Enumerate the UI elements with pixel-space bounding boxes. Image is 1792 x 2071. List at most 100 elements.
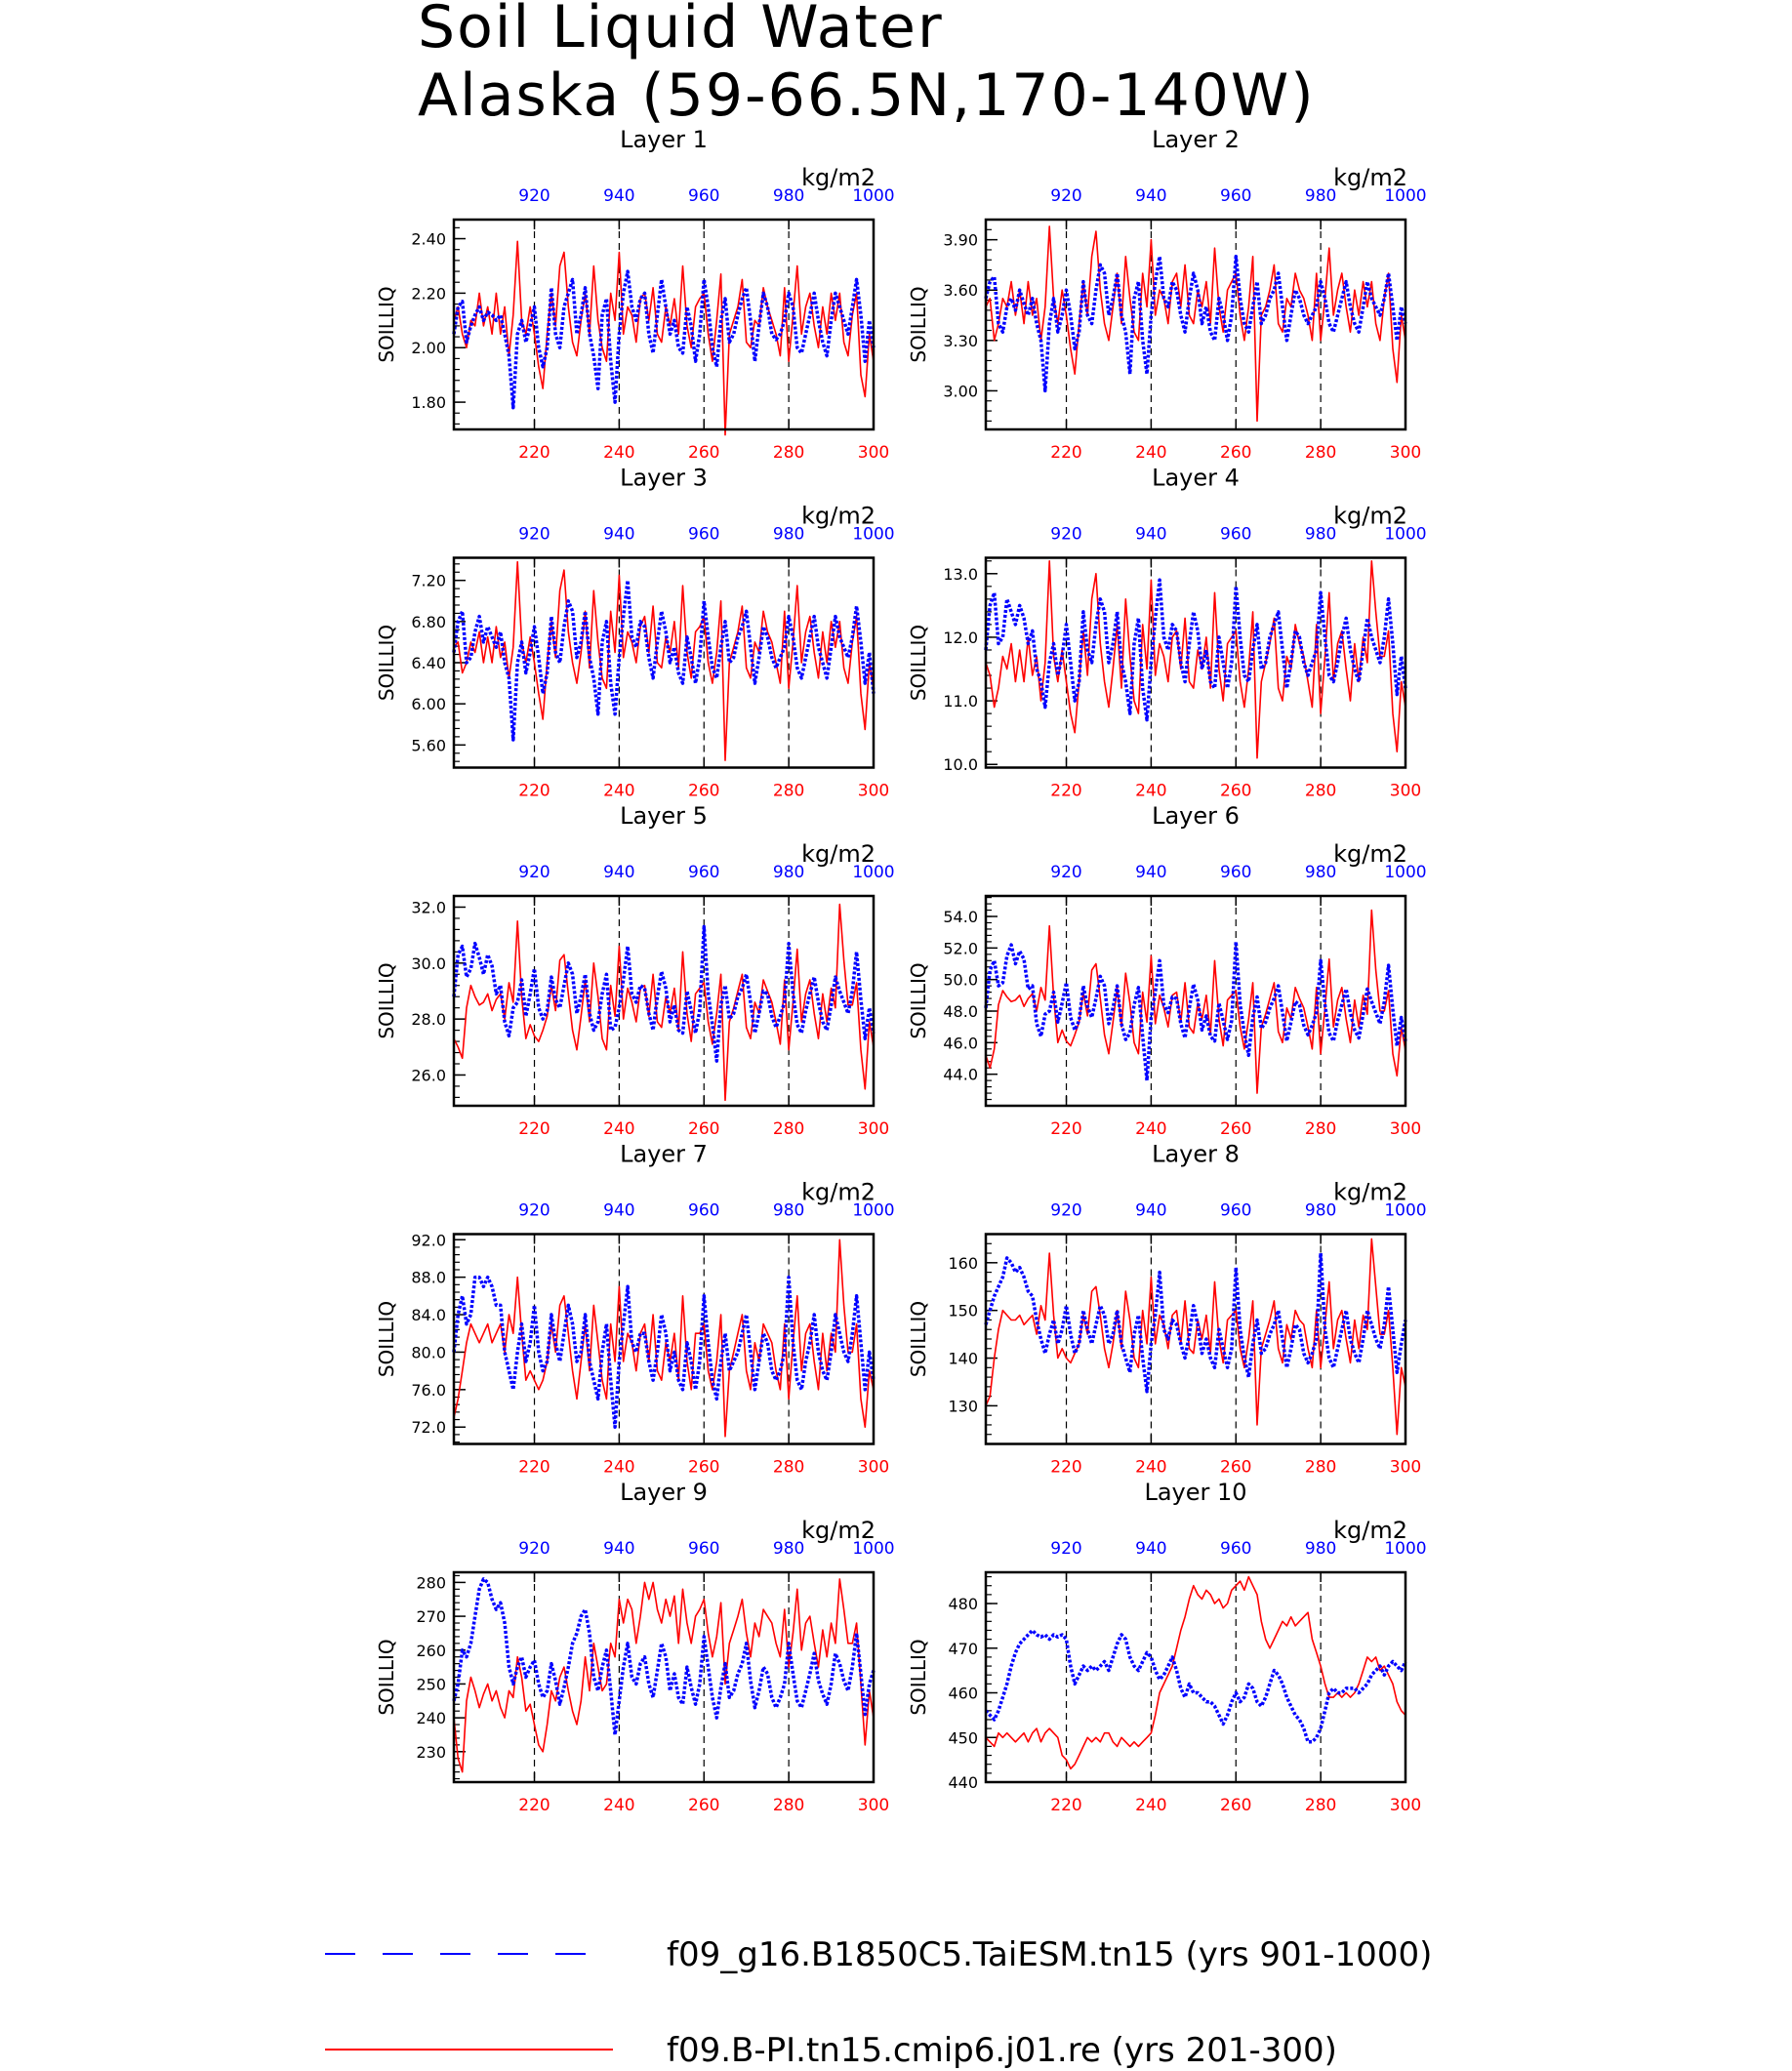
x-top-tick-label: 940 <box>603 525 634 545</box>
x-top-tick-label: 920 <box>1050 1539 1081 1559</box>
series-line-taiesm <box>984 255 1407 393</box>
y-axis-label: SOILLIQ <box>375 1301 398 1377</box>
x-top-tick-label: 980 <box>773 1201 804 1221</box>
x-bottom-tick-label: 240 <box>1135 782 1166 801</box>
y-tick-label: 7.20 <box>411 572 446 590</box>
x-top-tick-label: 1000 <box>852 1201 894 1221</box>
legend-label: f09_g16.B1850C5.TaiESM.tn15 (yrs 901-100… <box>667 1935 1432 1974</box>
series-line-cmip6 <box>453 903 875 1102</box>
x-bottom-tick-label: 260 <box>1220 782 1251 801</box>
y-tick-label: 160 <box>948 1254 978 1273</box>
y-tick-label: 3.60 <box>943 281 978 300</box>
x-bottom-tick-label: 240 <box>1135 443 1166 463</box>
y-axis-label: SOILLIQ <box>907 286 930 362</box>
x-top-tick-label: 980 <box>773 863 804 882</box>
panel-title: Layer 3 <box>620 465 708 492</box>
y-tick-label: 52.0 <box>943 939 978 957</box>
figure-title-line1: Soil Liquid Water <box>418 0 944 61</box>
x-top-tick-label: 1000 <box>852 186 894 206</box>
x-bottom-tick-label: 300 <box>1390 1119 1421 1139</box>
x-top-tick-label: 1000 <box>1384 525 1426 545</box>
series-line-taiesm <box>452 578 876 742</box>
x-top-tick-label: 960 <box>1220 1539 1251 1559</box>
plot-frame <box>984 894 1407 1108</box>
x-bottom-tick-label: 260 <box>688 782 719 801</box>
x-top-tick-label: 960 <box>688 1201 719 1221</box>
x-bottom-tick-label: 300 <box>858 1119 889 1139</box>
x-top-tick-label: 1000 <box>1384 863 1426 882</box>
x-bottom-tick-label: 220 <box>518 1458 550 1478</box>
x-top-tick-label: 960 <box>688 186 719 206</box>
x-bottom-tick-label: 220 <box>518 443 550 463</box>
series-line-taiesm <box>452 1577 876 1737</box>
series-line-cmip6 <box>985 1575 1406 1770</box>
x-top-tick-label: 1000 <box>1384 1201 1426 1221</box>
y-tick-label: 6.40 <box>411 654 446 672</box>
panel-title: Layer 9 <box>620 1479 708 1506</box>
x-bottom-tick-label: 240 <box>603 1119 634 1139</box>
panel-layer-4: Layer 4 kg/m2 SOILLIQ 10.0 11.0 12.0 13.0 220 24… <box>907 465 1427 801</box>
x-top-tick-label: 940 <box>603 186 634 206</box>
x-top-tick-label: 1000 <box>852 863 894 882</box>
plot-frame <box>984 556 1407 769</box>
panel-layer-6: Layer 6 kg/m2 SOILLIQ 44.0 46.0 48.0 50.0 52.0 5… <box>907 802 1427 1139</box>
x-top-tick-label: 940 <box>603 863 634 882</box>
x-top-tick-label: 920 <box>1050 186 1081 206</box>
y-tick-label: 140 <box>948 1350 978 1368</box>
x-top-tick-label: 940 <box>1135 1539 1166 1559</box>
panel-layer-2: Layer 2 kg/m2 SOILLIQ 3.00 3.30 3.60 3.90 220 24… <box>907 126 1427 463</box>
y-tick-label: 46.0 <box>943 1034 978 1052</box>
x-bottom-tick-label: 240 <box>1135 1796 1166 1815</box>
x-top-tick-label: 960 <box>1220 186 1251 206</box>
y-axis-label: SOILLIQ <box>375 962 398 1038</box>
x-top-tick-label: 980 <box>1305 186 1336 206</box>
x-bottom-tick-label: 300 <box>858 782 889 801</box>
x-top-tick-label: 940 <box>603 1539 634 1559</box>
plot-frame <box>452 1233 876 1445</box>
x-top-tick-label: 960 <box>688 863 719 882</box>
y-tick-label: 150 <box>948 1302 978 1320</box>
plot-frame <box>452 556 876 769</box>
x-top-tick-label: 920 <box>518 863 550 882</box>
y-tick-label: 2.00 <box>411 339 446 357</box>
panel-title: Layer 10 <box>1144 1479 1246 1506</box>
legend: f09_g16.B1850C5.TaiESM.tn15 (yrs 901-100… <box>325 1935 1432 2070</box>
y-tick-label: 480 <box>948 1595 978 1613</box>
panel-layer-10: Layer 10 kg/m2 SOILLIQ 440 450 460 470 480 220 24… <box>907 1479 1427 1815</box>
x-bottom-tick-label: 240 <box>603 1796 634 1815</box>
y-tick-label: 440 <box>948 1773 978 1792</box>
y-tick-label: 3.30 <box>943 332 978 350</box>
x-bottom-tick-label: 280 <box>1305 782 1336 801</box>
x-bottom-tick-label: 280 <box>1305 1119 1336 1139</box>
x-bottom-tick-label: 300 <box>858 1458 889 1478</box>
x-top-tick-label: 940 <box>1135 1201 1166 1221</box>
units-label: kg/m2 <box>1333 1517 1407 1544</box>
y-tick-label: 28.0 <box>411 1010 446 1029</box>
x-bottom-tick-label: 260 <box>1220 1458 1251 1478</box>
y-axis-label: SOILLIQ <box>375 625 398 701</box>
panel-layer-7: Layer 7 kg/m2 SOILLIQ 72.0 76.0 80.0 84.0 88.0 9… <box>375 1141 895 1478</box>
y-tick-label: 240 <box>416 1709 446 1727</box>
x-bottom-tick-label: 280 <box>773 782 804 801</box>
y-tick-label: 260 <box>416 1642 446 1660</box>
y-tick-label: 3.90 <box>943 231 978 250</box>
y-axis-label: SOILLIQ <box>375 1639 398 1715</box>
x-bottom-tick-label: 280 <box>1305 1796 1336 1815</box>
x-top-tick-label: 980 <box>773 186 804 206</box>
x-top-tick-label: 1000 <box>852 1539 894 1559</box>
x-top-tick-label: 980 <box>1305 525 1336 545</box>
x-bottom-tick-label: 220 <box>1050 1119 1081 1139</box>
panel-title: Layer 5 <box>620 802 708 830</box>
y-axis-label: SOILLIQ <box>375 286 398 362</box>
y-tick-label: 11.0 <box>943 692 978 711</box>
units-label: kg/m2 <box>1333 164 1407 191</box>
x-bottom-tick-label: 300 <box>858 443 889 463</box>
x-bottom-tick-label: 220 <box>1050 782 1081 801</box>
x-top-tick-label: 940 <box>1135 186 1166 206</box>
y-tick-label: 470 <box>948 1640 978 1658</box>
x-bottom-tick-label: 220 <box>1050 1796 1081 1815</box>
legend-item-1: f09_g16.B1850C5.TaiESM.tn15 (yrs 901-100… <box>325 1935 1432 1974</box>
y-tick-label: 12.0 <box>943 629 978 647</box>
panel-title: Layer 8 <box>1152 1141 1240 1168</box>
panel-layer-1: Layer 1 kg/m2 SOILLIQ 1.80 2.00 2.20 2.40 220 24… <box>375 126 895 463</box>
